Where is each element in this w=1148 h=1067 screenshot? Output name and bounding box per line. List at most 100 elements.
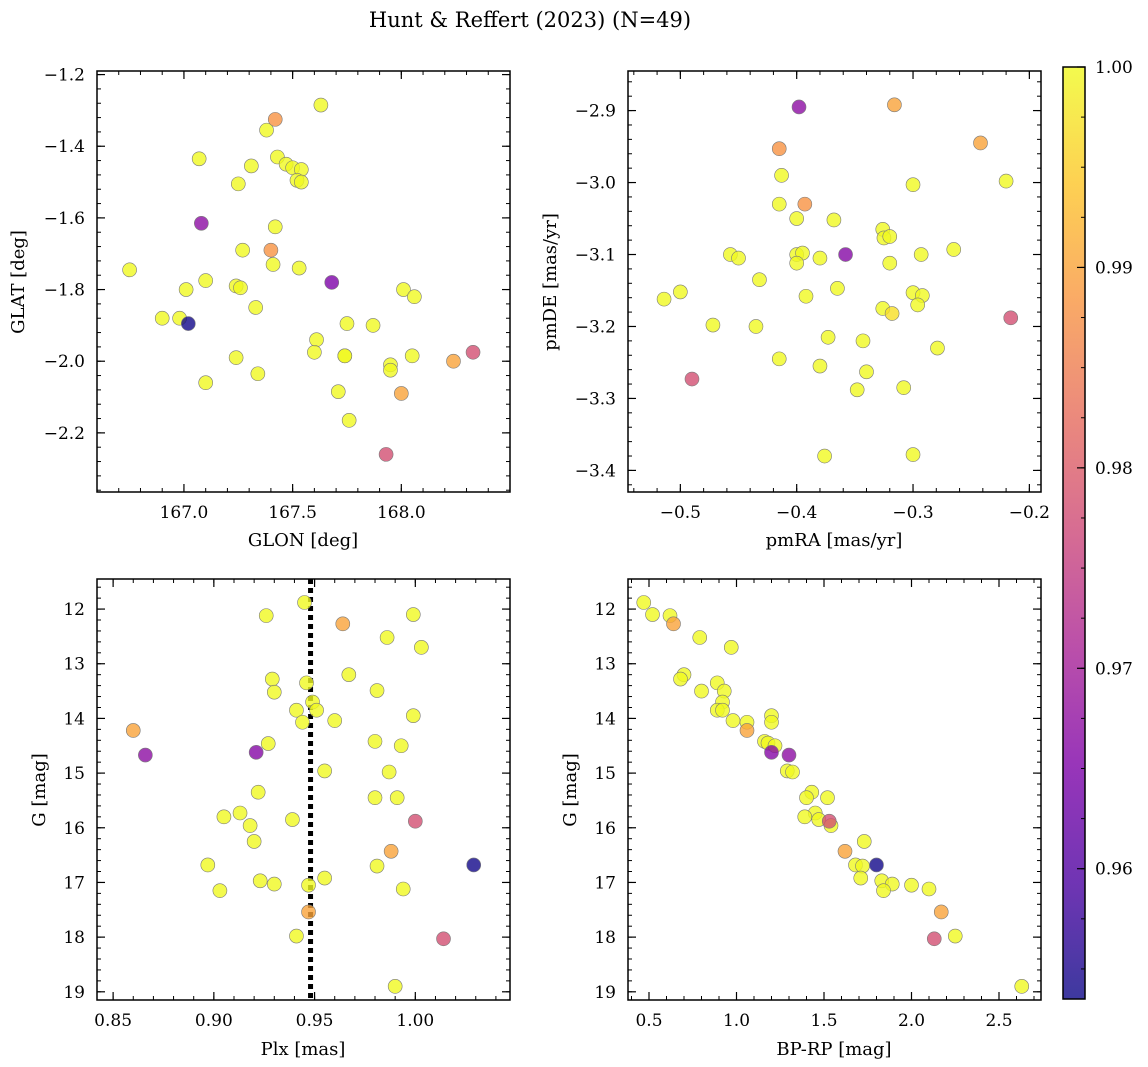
data-point: [379, 630, 395, 645]
data-point: [933, 904, 949, 920]
data-point: [781, 747, 797, 763]
data-point: [246, 834, 262, 849]
data-point: [250, 366, 266, 382]
data-point: [771, 141, 787, 157]
data-point: [926, 931, 942, 947]
y-tick-label: 18: [63, 928, 85, 948]
data-point: [849, 382, 865, 398]
data-point: [853, 870, 869, 886]
x-tick-label: −0.3: [892, 503, 933, 523]
y-tick-label: 19: [63, 983, 85, 1003]
y-tick-label: −3.0: [575, 174, 616, 194]
data-point: [817, 448, 832, 464]
data-point: [896, 380, 912, 395]
data-point: [774, 168, 789, 183]
data-point: [446, 353, 461, 369]
data-point: [285, 812, 300, 827]
data-point: [378, 447, 394, 462]
data-point: [748, 319, 764, 334]
y-tick-label: 15: [63, 764, 85, 784]
data-point: [684, 371, 700, 387]
data-point: [341, 413, 357, 428]
data-point: [838, 247, 853, 262]
data-point: [289, 928, 304, 944]
data-point: [327, 713, 343, 728]
y-axis-label: GLAT [deg]: [8, 230, 29, 334]
data-point: [295, 714, 310, 730]
x-tick-label: 0.90: [195, 1011, 233, 1031]
colorbar-tick-label: 0.99: [1095, 258, 1133, 278]
data-point: [466, 857, 482, 873]
data-point: [191, 151, 207, 167]
data-point: [1003, 310, 1019, 326]
data-point: [244, 158, 259, 174]
data-point: [785, 764, 800, 780]
y-tick-label: 13: [63, 655, 85, 675]
data-point: [252, 873, 268, 889]
data-point: [369, 858, 385, 874]
data-point: [297, 595, 312, 610]
x-axis-label: BP-RP [mag]: [776, 1039, 891, 1060]
data-point: [317, 870, 332, 886]
data-point: [905, 447, 921, 462]
data-point: [998, 173, 1014, 189]
data-point: [250, 784, 266, 800]
data-point: [913, 247, 929, 262]
data-point: [692, 630, 708, 645]
data-point: [673, 671, 688, 687]
data-point: [887, 97, 902, 113]
x-tick-label: −0.2: [1009, 503, 1050, 523]
data-point: [389, 790, 405, 806]
data-point: [656, 291, 672, 307]
x-tick-label: 0.95: [296, 1011, 334, 1031]
data-point: [383, 362, 398, 378]
data-point: [882, 229, 898, 244]
colorbar-tick-label: 0.96: [1095, 860, 1133, 880]
data-point: [228, 350, 244, 365]
data-point: [636, 595, 652, 610]
data-point: [791, 99, 807, 115]
data-point: [180, 316, 196, 331]
panel-plx-g: Plx [mas] G [mag] 0.85 0.90 0.95 1.00 12 13 14…: [29, 578, 511, 1060]
data-point: [859, 364, 874, 380]
data-point: [178, 282, 194, 297]
data-point: [313, 97, 329, 113]
data-point: [289, 702, 304, 718]
data-point: [395, 881, 411, 897]
plot-frame: [627, 578, 1042, 1001]
y-tick-label: −3.3: [575, 389, 616, 409]
data-point: [837, 843, 853, 859]
figure-title: Hunt & Reffert (2023) (N=49): [369, 8, 691, 32]
data-point: [291, 260, 307, 276]
data-point: [335, 616, 351, 632]
y-tick-label: −2.9: [575, 102, 616, 122]
data-point: [309, 702, 324, 718]
data-point: [387, 979, 403, 994]
data-point: [705, 317, 721, 333]
data-point: [233, 280, 248, 296]
data-point: [910, 297, 925, 313]
y-tick-label: −1.4: [44, 137, 85, 157]
data-point: [826, 212, 842, 228]
data-point: [771, 351, 787, 367]
data-point: [299, 675, 314, 691]
data-point: [259, 122, 274, 138]
plot-frame: [96, 70, 511, 493]
x-tick-label: −0.5: [660, 503, 701, 523]
y-axis-label: pmDE [mas/yr]: [540, 213, 561, 351]
data-point: [973, 135, 988, 151]
data-point: [797, 809, 813, 825]
x-axis-label: pmRA [mas/yr]: [766, 530, 903, 551]
x-tick-label: 167.0: [160, 503, 209, 523]
data-point: [263, 242, 279, 258]
data-point: [367, 790, 383, 806]
data-point: [264, 671, 280, 687]
data-point: [393, 738, 409, 754]
colorbar-tick-label: 0.98: [1095, 459, 1133, 479]
data-point: [396, 282, 411, 297]
data-point: [830, 281, 845, 296]
y-axis-label: G [mag]: [29, 753, 50, 826]
data-point: [341, 667, 357, 682]
x-tick-label: 1.5: [810, 1011, 837, 1031]
